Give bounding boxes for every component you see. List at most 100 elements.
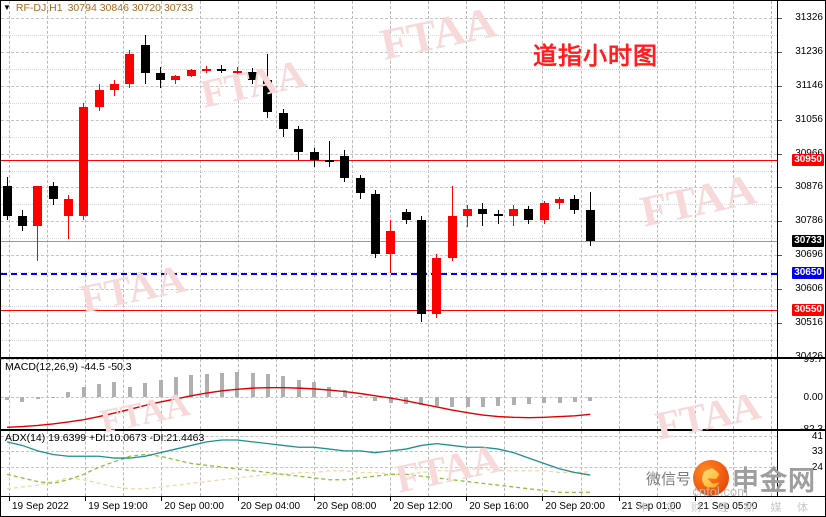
candlestick[interactable] [324,140,334,168]
candlestick[interactable] [294,125,304,160]
vertical-gridline [275,1,277,357]
horizontal-gridline [1,221,777,223]
ohlc-values: 30794 30846 30720 30733 [67,2,194,14]
candlestick[interactable] [509,204,519,226]
triangle-down-icon[interactable]: ▼ [3,3,11,12]
candlestick[interactable] [355,174,365,200]
candlestick[interactable] [401,208,411,224]
macd-histogram-bar [158,379,163,398]
candlestick[interactable] [447,185,457,262]
candlestick[interactable] [278,108,288,137]
candle-body [432,257,442,315]
candle-body [278,112,288,130]
candle-wick [559,197,561,209]
vertical-gridline [466,359,468,429]
candlestick[interactable] [217,65,227,73]
horizontal-gridline [1,153,777,155]
minor-gridline [1,136,777,138]
candlestick[interactable] [171,74,181,85]
macd-histogram-bar [20,397,25,402]
horizontal-gridline [1,467,777,469]
adx-caption: ADX(14) 19.6399 +DI:10.0673 -DI:21.4463 [5,432,205,444]
price-badge-30650: 30650 [792,266,824,279]
candlestick[interactable] [186,69,196,78]
candlestick[interactable] [585,191,595,247]
time-tick [542,497,544,501]
adx-plot-area[interactable] [1,431,777,496]
candle-body [94,89,104,107]
price-plot-area[interactable] [1,1,777,357]
candle-body [340,155,350,179]
macd-histogram-bar [5,397,9,400]
candlestick[interactable] [539,201,549,224]
candlestick[interactable] [555,197,565,209]
candle-body [186,69,196,76]
cnfol-logo-icon [693,460,729,496]
vertical-gridline [732,359,734,429]
symbol-label: RF-DJ,H1 [15,2,63,14]
candlestick[interactable] [94,84,104,111]
axis-label: 31146 [795,79,823,91]
time-tick [313,497,315,501]
candlestick[interactable] [493,210,503,224]
candlestick[interactable] [48,182,58,205]
time-axis-label: 20 Sep 12:00 [393,501,453,512]
candlestick[interactable] [340,150,350,183]
adx-panel[interactable]: 41 33 24 ADX(14) 19.6399 +DI:10.0673 -DI:2… [0,430,826,497]
candlestick[interactable] [17,210,27,232]
axis-label: 31236 [795,45,823,57]
candlestick[interactable] [478,202,488,226]
candlestick[interactable] [2,176,12,220]
vertical-gridline [656,431,658,496]
candlestick[interactable] [263,54,273,119]
axis-label: 30876 [795,181,823,193]
vertical-gridline [771,1,772,357]
vertical-gridline [275,359,277,429]
candlestick[interactable] [156,67,165,89]
macd-histogram-bar [173,377,178,398]
time-axis-label: 20 Sep 20:00 [545,501,605,512]
time-tick [237,497,239,501]
axis-label: 31056 [795,113,823,125]
brand-url: cnfol.com [692,484,748,499]
candlestick[interactable] [140,35,150,85]
vertical-gridline [504,431,506,496]
candlestick[interactable] [109,80,119,96]
time-axis: 19 Sep 2022 19 Sep 19:00 20 Sep 00:00 20 Se… [0,497,826,517]
macd-histogram-bar [51,397,56,399]
vertical-gridline [9,1,10,357]
candle-body [232,70,242,73]
candlestick[interactable] [432,253,442,318]
macd-histogram-bar [480,397,485,407]
time-axis-label: 21 Sep 01:00 [621,501,682,512]
vertical-gridline [123,1,125,357]
candlestick[interactable] [63,195,73,239]
candlestick[interactable] [248,68,258,85]
candlestick[interactable] [202,66,212,73]
axis-tick [778,255,782,257]
candlestick[interactable] [416,216,426,322]
price-level-line-30550 [1,310,777,312]
macd-panel[interactable]: 99.7 0.00 -82.3 MACD(12,26,9) -44.5 -50.3 [0,358,826,430]
vertical-gridline [732,431,734,496]
candlestick[interactable] [125,50,135,89]
candlestick[interactable] [386,219,396,273]
macd-plot-area[interactable] [1,359,777,429]
vertical-gridline [275,431,277,496]
vertical-gridline [428,359,430,429]
candlestick[interactable] [524,205,534,224]
vertical-gridline [466,431,468,496]
candlestick[interactable] [463,204,472,228]
price-chart-panel[interactable]: 31326 31236 31146 31056 30966 30876 30786 30696… [0,0,826,358]
vertical-gridline [428,1,430,357]
candlestick[interactable] [79,103,89,220]
candlestick[interactable] [309,148,319,168]
candlestick[interactable] [33,185,43,262]
candlestick[interactable] [232,66,242,75]
minor-gridline [1,68,777,70]
candlestick[interactable] [570,195,580,215]
macd-histogram-bar [81,387,86,398]
axis-tick [778,187,782,189]
candle-body [585,210,595,242]
candlestick[interactable] [370,189,380,258]
